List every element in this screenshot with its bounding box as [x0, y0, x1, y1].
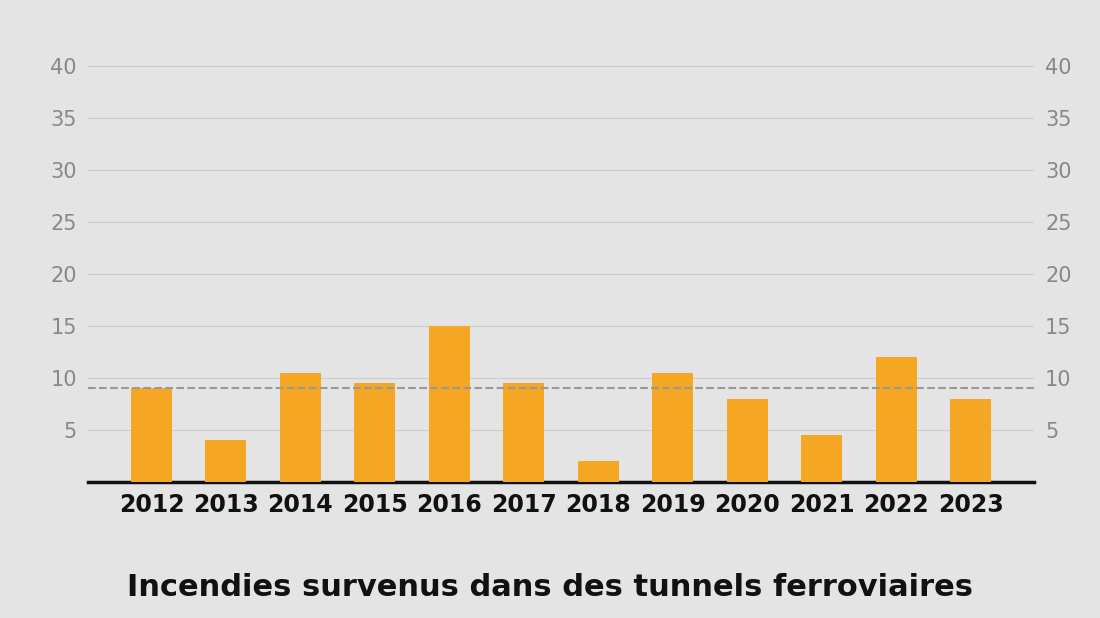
- Bar: [578, 461, 618, 482]
- Bar: [876, 357, 916, 482]
- Bar: [429, 326, 470, 482]
- Bar: [131, 389, 172, 482]
- Bar: [652, 373, 693, 482]
- Bar: [279, 373, 321, 482]
- Bar: [206, 441, 246, 482]
- Bar: [354, 383, 395, 482]
- Bar: [801, 435, 843, 482]
- Bar: [950, 399, 991, 482]
- Text: Incendies survenus dans des tunnels ferroviaires: Incendies survenus dans des tunnels ferr…: [126, 573, 974, 601]
- Bar: [504, 383, 544, 482]
- Bar: [727, 399, 768, 482]
